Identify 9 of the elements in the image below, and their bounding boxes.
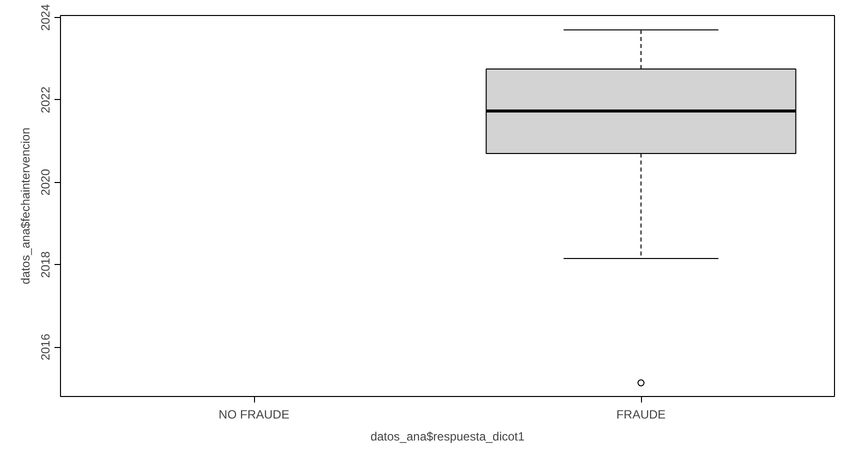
x-tick-label: FRAUDE bbox=[616, 408, 666, 422]
y-tick-label: 2024 bbox=[38, 4, 52, 31]
y-tick-label: 2020 bbox=[38, 168, 52, 196]
x-tick-label: NO FRAUDE bbox=[218, 408, 290, 422]
y-axis-title: datos_ana$fechaintervencion bbox=[18, 128, 32, 284]
y-tick-label: 2022 bbox=[38, 86, 52, 114]
y-tick-label: 2016 bbox=[38, 333, 52, 360]
y-tick-label: 2018 bbox=[38, 251, 52, 278]
x-axis-title: datos_ana$respuesta_dicot1 bbox=[370, 430, 525, 444]
